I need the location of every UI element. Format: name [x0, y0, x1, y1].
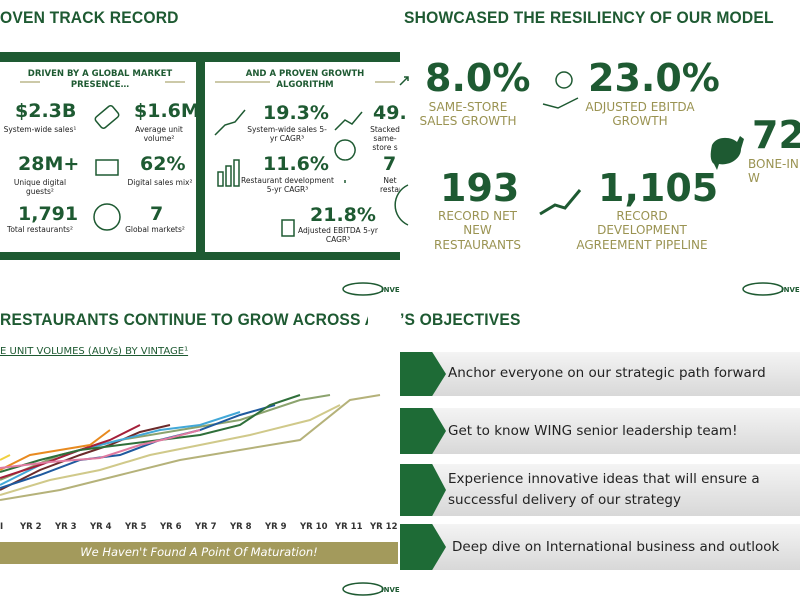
- stat-label: Adjusted EBITDA 5-yr CAGR³: [298, 226, 378, 244]
- box: [205, 62, 400, 252]
- title: ’S OBJECTIVES: [400, 310, 521, 329]
- item-text: Deep dive on International business and …: [452, 539, 780, 555]
- x-tick-label: YR 10: [300, 522, 328, 532]
- x-tick-label: YR 5: [125, 522, 147, 532]
- stat-label: Digital sales mix²: [127, 178, 193, 187]
- banner-text: We Haven't Found A Point Of Maturation!: [80, 545, 318, 559]
- stat-value: $2.3B: [15, 100, 77, 122]
- stat-value: 193: [440, 166, 520, 210]
- item-text: Get to know WING senior leadership team!: [448, 423, 738, 439]
- banner: [0, 542, 398, 564]
- x-tick-label: YR 4: [90, 522, 112, 532]
- stat-value: 49.: [373, 102, 407, 124]
- stat-value: 7: [383, 153, 397, 175]
- title: RESTAURANTS CONTINUE TO GROW ACROSS ALL …: [0, 310, 368, 329]
- item-bar: [405, 464, 800, 516]
- x-tick-label: YR 2: [20, 522, 42, 532]
- stat-label: Global markets²: [125, 225, 185, 234]
- stat-label: ADJUSTED EBITDA GROWTH: [585, 100, 695, 129]
- stat-value: 8.0%: [425, 56, 531, 100]
- subtitle: E UNIT VOLUMES (AUVs) BY VINTAGE¹: [0, 346, 189, 357]
- stat-value: 28M+: [18, 153, 80, 175]
- x-tick-label: YR 7: [195, 522, 217, 532]
- stat-label: RECORD NET NEW RESTAURANTS: [434, 209, 521, 252]
- x-tick-label: YR 3: [55, 522, 77, 532]
- item-bar: [405, 408, 800, 454]
- x-tick-label: YR 11: [335, 522, 363, 532]
- box: [0, 62, 196, 252]
- title: OVEN TRACK RECORD: [0, 8, 179, 27]
- stat-value: 62%: [140, 153, 186, 175]
- stat-label: Net restau: [380, 176, 400, 194]
- x-tick-label: YR 9: [265, 522, 287, 532]
- stat-value: 19.3%: [263, 102, 329, 124]
- x-tick-label: YR 8: [230, 522, 252, 532]
- item-bar: [405, 352, 800, 396]
- title: SHOWCASED THE RESILIENCY OF OUR MODEL: [404, 8, 774, 27]
- stat-label: System-wide sales¹: [3, 125, 77, 134]
- logo-text: INVEST: [781, 286, 800, 294]
- logo-text: INVEST: [381, 286, 400, 294]
- stat-value: 11.6%: [263, 153, 329, 175]
- heading: AND A PROVEN GROWTH ALGORITHM: [245, 69, 365, 90]
- stat-label: Total restaurants²: [7, 225, 73, 234]
- item-bar: [405, 524, 800, 570]
- stat-value: 7: [150, 203, 164, 225]
- item-text: Experience innovative ideas that will en…: [448, 471, 760, 508]
- stat-value: 72: [752, 113, 800, 157]
- stat-label: Average unit volume²: [135, 125, 183, 143]
- stat-label: Stacked same-store s: [370, 125, 400, 152]
- stat-label: RECORD DEVELOPMENT AGREEMENT PIPELINE: [576, 209, 708, 252]
- stat-value: $1.6M: [134, 100, 200, 122]
- stat-label: SAME-STORE SALES GROWTH: [419, 100, 517, 129]
- stat-value: 23.0%: [588, 56, 720, 100]
- item-text: Anchor everyone on our strategic path fo…: [448, 365, 766, 381]
- logo-text: INVEST: [381, 586, 400, 594]
- stat-value: 21.8%: [310, 204, 376, 226]
- stat-value: 1,791: [18, 203, 79, 225]
- stat-label: Restaurant development 5-yr CAGR³: [241, 176, 334, 194]
- x-tick-label: I: [0, 522, 4, 532]
- x-tick-label: YR 6: [160, 522, 182, 532]
- heading: DRIVEN BY A GLOBAL MARKET PRESENCE…: [27, 69, 173, 90]
- stat-label: BONE-IN W INFLATI: [748, 157, 800, 187]
- x-tick-label: YR 12: [370, 522, 398, 532]
- stat-label-text: BONE-IN W INFLATI: [748, 157, 799, 187]
- stat-label: Unique digital guests²: [13, 178, 67, 196]
- stat-value: 1,105: [598, 166, 719, 210]
- stat-label: System-wide sales 5-yr CAGR³: [247, 125, 327, 143]
